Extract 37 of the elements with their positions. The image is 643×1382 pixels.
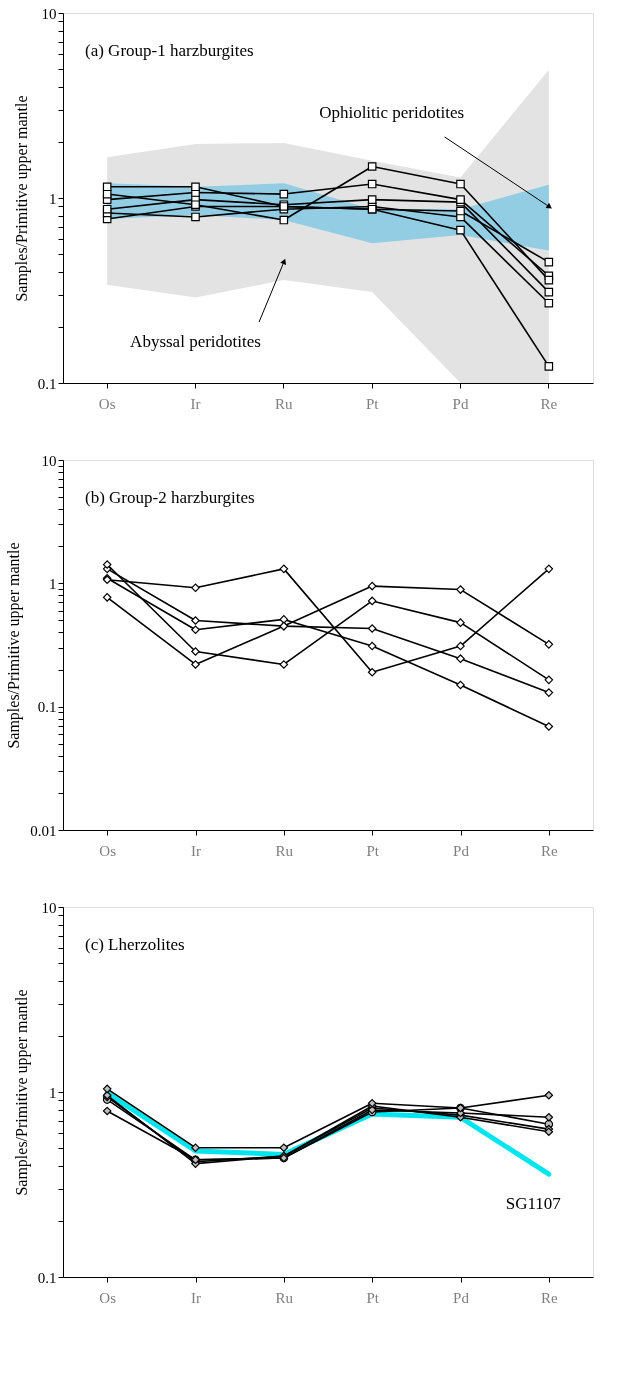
x-tick-label: Ir (191, 842, 201, 859)
x-tick-label: Ir (191, 1289, 201, 1306)
y-tick-label: 0.1 (37, 375, 57, 392)
text: (c) Lherzolites (85, 935, 185, 954)
x-tick-label: Os (99, 842, 117, 859)
y-axis-title: Samples/Primitive upper mantle (12, 989, 31, 1196)
y-axis-title: Samples/Primitive upper mantle (5, 542, 24, 749)
annotation: Ophiolitic peridotites (319, 102, 465, 122)
y-axis-title: Samples/Primitive upper mantle (12, 95, 31, 302)
x-tick-label: Ru (275, 842, 294, 859)
x-tick-label: Re (541, 1289, 558, 1306)
x-tick-label: Pd (452, 395, 469, 412)
y-tick-label: 0.01 (30, 822, 57, 839)
x-tick-label: Pt (366, 842, 380, 859)
y-tick-label: 10 (41, 452, 57, 469)
x-tick-label: Pt (366, 1289, 380, 1306)
text: (a) Group-1 harzburgites (85, 41, 254, 60)
x-tick-label: Ir (190, 395, 201, 412)
y-tick-label: 10 (41, 899, 57, 916)
x-tick-label: Ru (275, 1289, 294, 1306)
y-tick-label: 10 (41, 5, 57, 22)
x-tick-label: Ru (275, 395, 294, 412)
y-tick-label: 1 (49, 190, 57, 207)
x-tick-label: Os (98, 395, 116, 412)
x-tick-label: Os (99, 1289, 117, 1306)
x-tick-label: Re (541, 842, 558, 859)
y-tick-label: 0.1 (37, 699, 57, 716)
y-tick-label: 1 (49, 1084, 57, 1101)
x-tick-label: Pt (365, 395, 380, 412)
x-tick-label: Re (540, 395, 558, 412)
x-tick-label: Pd (453, 842, 470, 859)
text: (b) Group-2 harzburgites (85, 488, 255, 507)
y-tick-label: 0.1 (37, 1269, 57, 1286)
series-label: SG1107 (505, 1194, 562, 1214)
y-tick-label: 1 (49, 575, 57, 592)
annotation: Abyssal peridotites (130, 332, 261, 352)
x-tick-label: Pd (453, 1289, 470, 1306)
